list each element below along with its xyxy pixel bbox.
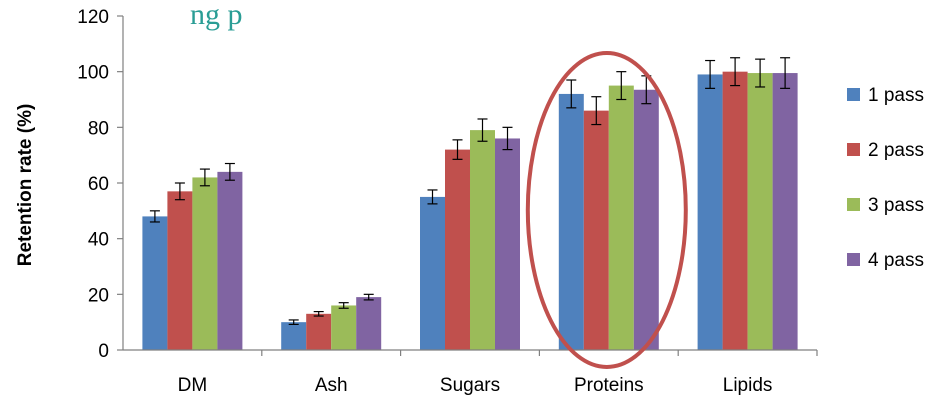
x-tick-label: Proteins xyxy=(574,375,644,396)
x-tick-label: Sugars xyxy=(440,375,500,396)
bar xyxy=(697,74,723,350)
x-axis: DM Ash Sugars Proteins Lipids xyxy=(178,350,818,396)
y-tick-label: 40 xyxy=(88,230,109,251)
bar xyxy=(445,149,470,350)
y-tick-label: 120 xyxy=(77,7,109,28)
bar xyxy=(722,71,748,351)
error-bars-group xyxy=(149,57,791,325)
bar xyxy=(192,177,218,350)
y-tick-label: 100 xyxy=(77,63,109,84)
legend-swatch xyxy=(847,88,860,101)
y-axis-title: Retention rate (%) xyxy=(15,104,36,267)
y-axis: 0 20 40 60 80 100 120 xyxy=(77,7,123,362)
bar xyxy=(142,216,168,350)
y-tick-label: 20 xyxy=(88,285,109,306)
bar xyxy=(331,305,357,350)
x-tick-label: Ash xyxy=(315,375,348,396)
legend-label: 2 pass xyxy=(868,140,924,161)
y-tick-label: 80 xyxy=(88,118,109,139)
legend-label: 1 pass xyxy=(868,85,924,106)
legend: 1 pass 2 pass 3 pass 4 pass xyxy=(847,85,924,271)
y-tick-label: 0 xyxy=(98,341,109,362)
bar xyxy=(356,297,382,350)
highlight-ellipse xyxy=(525,51,688,369)
bar xyxy=(608,85,634,350)
legend-label: 3 pass xyxy=(868,195,924,216)
bar xyxy=(167,191,193,350)
axis-lines xyxy=(122,16,817,351)
bar xyxy=(281,322,307,350)
bar xyxy=(306,313,332,350)
legend-label: 4 pass xyxy=(868,250,924,271)
bar xyxy=(558,93,584,350)
bar xyxy=(420,196,445,350)
bar xyxy=(583,110,609,350)
legend-swatch xyxy=(847,253,860,266)
x-tick-label: DM xyxy=(178,375,208,396)
bar xyxy=(633,89,659,350)
legend-swatch xyxy=(847,143,860,156)
bar xyxy=(470,130,495,350)
bar xyxy=(747,73,773,350)
x-tick-label: Lipids xyxy=(723,375,773,396)
legend-swatch xyxy=(847,198,860,211)
highlight-group xyxy=(525,51,688,369)
bars-group xyxy=(142,71,798,351)
bar xyxy=(772,73,798,350)
bar xyxy=(495,138,520,350)
header-clip-text: ng p xyxy=(190,0,243,31)
y-tick-label: 60 xyxy=(88,174,109,195)
bar xyxy=(217,171,243,350)
